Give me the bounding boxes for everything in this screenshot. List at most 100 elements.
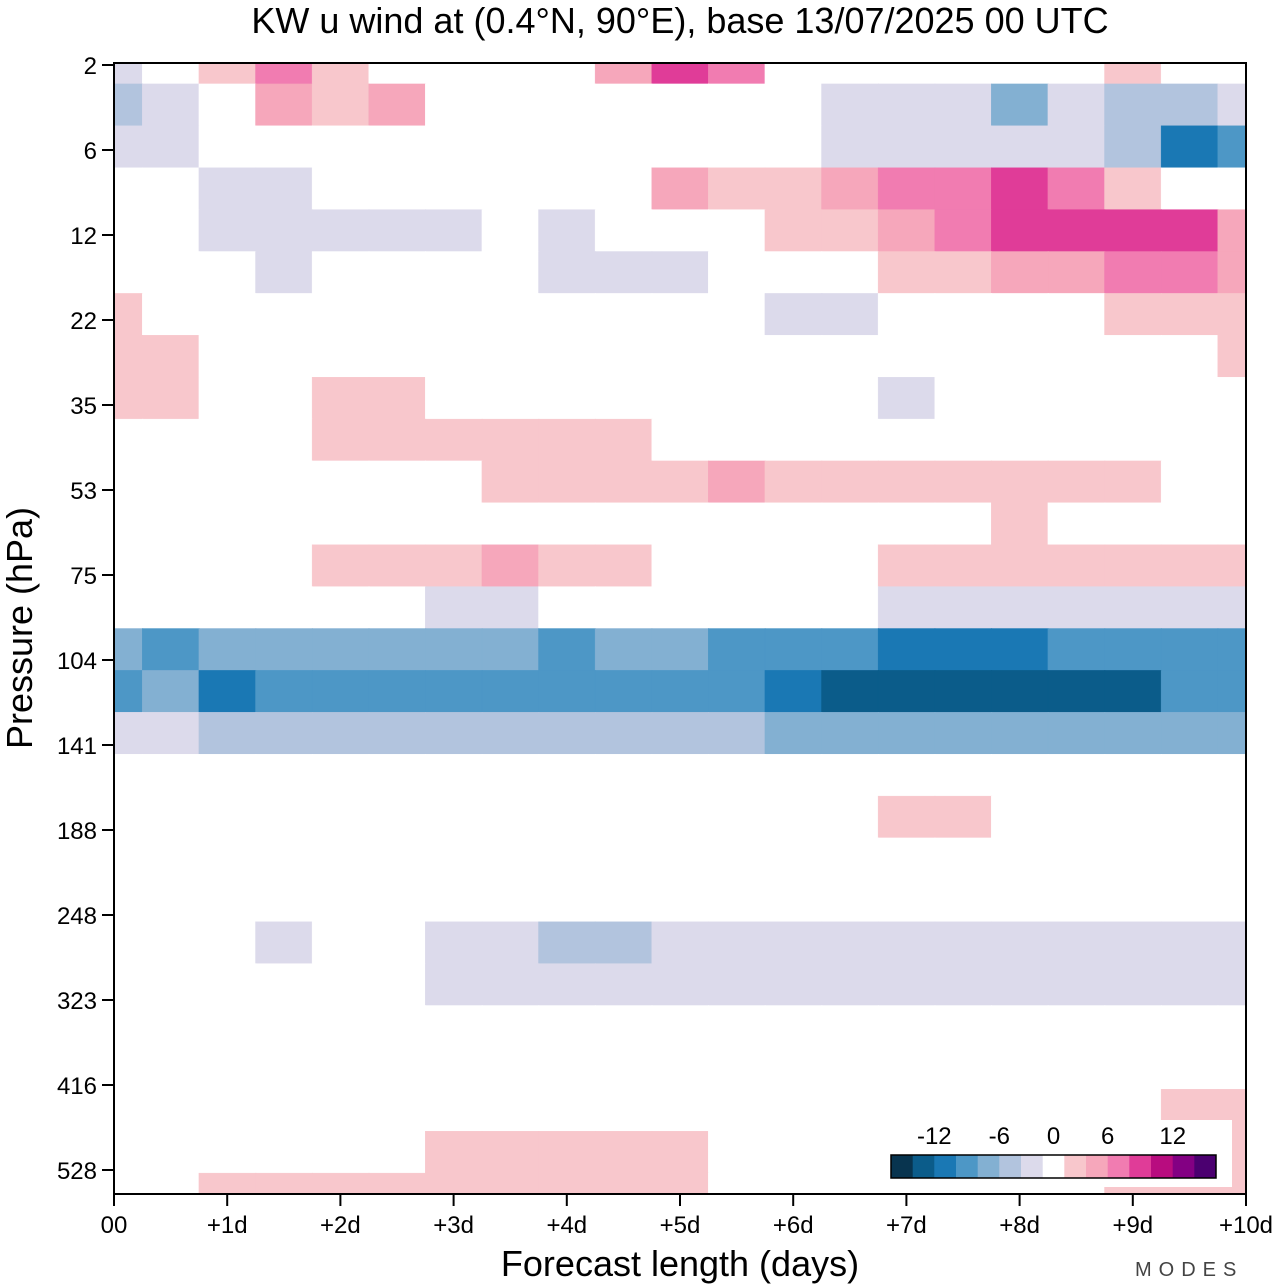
wind-cell [198, 377, 257, 420]
wind-cell [821, 460, 879, 504]
wind-cell [255, 63, 313, 85]
wind-cell [1104, 795, 1162, 839]
wind-cell [114, 1005, 144, 1049]
wind-cell [821, 167, 879, 211]
wind-cell [114, 837, 144, 881]
wind-cell [821, 1089, 879, 1133]
wind-cell [651, 460, 710, 504]
wind-cell [1217, 502, 1246, 546]
wind-cell [877, 754, 936, 797]
wind-cell [255, 879, 313, 923]
wind-cell [1217, 125, 1246, 169]
wind-cell [368, 879, 427, 923]
wind-cell [877, 921, 936, 965]
y-axis: 2 6 12 22 35 53 75 104 141 188 248 323 416 528 [57, 53, 114, 1185]
wind-cell [1047, 335, 1106, 378]
colorbar-swatch [1021, 1155, 1044, 1178]
wind-cell [1104, 1005, 1162, 1049]
wind-cell [651, 1089, 710, 1133]
wind-cell [538, 377, 596, 420]
wind-cell [255, 795, 313, 839]
wind-cell [368, 63, 427, 85]
wind-cell [934, 795, 993, 839]
wind-cell [425, 83, 483, 127]
colorbar-tick-label: 6 [1101, 1123, 1114, 1150]
wind-cell [934, 63, 993, 85]
wind-cell [934, 754, 993, 797]
wind-cell [594, 209, 653, 253]
y-tick-label: 188 [57, 818, 97, 845]
wind-cell [764, 670, 823, 714]
wind-cell [538, 1130, 596, 1174]
wind-cell [934, 83, 993, 127]
wind-cell [821, 628, 879, 672]
colorbar-frame [890, 1154, 1217, 1179]
wind-cell [255, 167, 313, 211]
wind-cell [425, 1089, 483, 1133]
wind-cell [114, 251, 144, 295]
wind-cell [651, 628, 710, 672]
wind-cell [991, 1005, 1049, 1049]
wind-cell [991, 837, 1049, 881]
wind-cell [198, 83, 257, 127]
wind-cell [1160, 1005, 1219, 1049]
wind-cell [1104, 377, 1162, 420]
wind-cell [114, 628, 144, 672]
wind-cell [934, 460, 993, 504]
wind-cell [991, 251, 1049, 295]
colorbar-swatch [1086, 1155, 1109, 1178]
wind-cell [481, 502, 540, 546]
wind-cell [934, 377, 993, 420]
wind-cell [1104, 502, 1162, 546]
wind-cell [991, 670, 1049, 714]
wind-cell [481, 1047, 540, 1091]
wind-cell [877, 670, 936, 714]
wind-cell [934, 712, 993, 755]
wind-cell [198, 1089, 257, 1133]
wind-cell [368, 167, 427, 211]
wind-cell [1160, 335, 1219, 378]
y-tick-label: 53 [70, 478, 97, 505]
wind-cell [368, 754, 427, 797]
colorbar-tick-label: 12 [1159, 1123, 1186, 1150]
wind-cell [1104, 670, 1162, 714]
wind-cell [368, 670, 427, 714]
wind-cell [481, 921, 540, 965]
wind-cell [255, 502, 313, 546]
wind-cell [991, 754, 1049, 797]
wind-cell [311, 251, 370, 295]
wind-cell [1160, 502, 1219, 546]
wind-cell [142, 377, 200, 420]
wind-cell [1160, 795, 1219, 839]
wind-cell [142, 502, 200, 546]
colorbar-swatch [1064, 1155, 1087, 1178]
wind-cell [1047, 586, 1106, 630]
wind-cell [1047, 921, 1106, 965]
wind-cell [538, 335, 596, 378]
wind-cell [425, 335, 483, 378]
wind-cell [1047, 544, 1106, 588]
wind-cell [425, 1172, 483, 1194]
x-tick-label: +8d [999, 1212, 1040, 1239]
wind-cell [708, 251, 766, 295]
wind-cell [991, 879, 1049, 923]
wind-cell [368, 628, 427, 672]
wind-cell [142, 209, 200, 253]
wind-cell [255, 418, 313, 462]
wind-cell [651, 209, 710, 253]
wind-cell [311, 1172, 370, 1194]
wind-cell [708, 209, 766, 253]
wind-cell [1217, 63, 1246, 85]
wind-cell [142, 418, 200, 462]
wind-cell [1104, 418, 1162, 462]
wind-cell [255, 670, 313, 714]
wind-cell [114, 502, 144, 546]
wind-cell [1160, 125, 1219, 169]
x-tick-label: +5d [660, 1212, 701, 1239]
wind-cell [425, 1005, 483, 1049]
wind-cell [255, 963, 313, 1007]
wind-cell [311, 670, 370, 714]
wind-cell [198, 1130, 257, 1174]
wind-cell [538, 837, 596, 881]
wind-cell [311, 418, 370, 462]
